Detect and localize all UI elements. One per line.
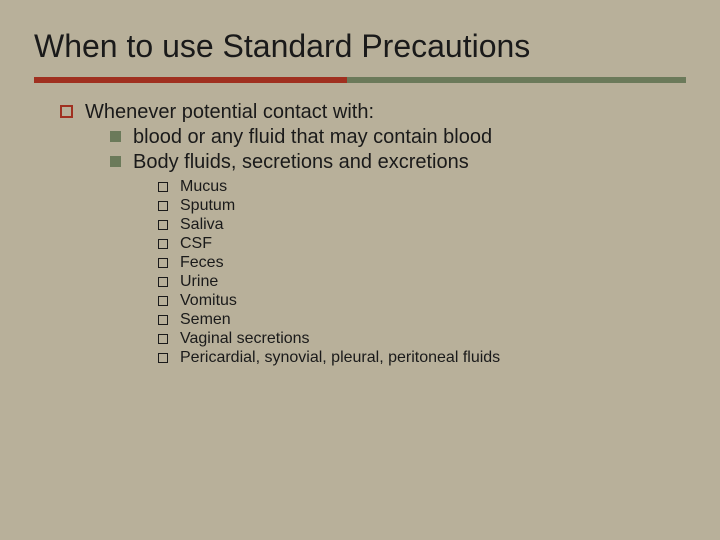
bullet-level-3: Pericardial, synovial, pleural, peritone… bbox=[158, 349, 660, 367]
underline-green-segment bbox=[347, 77, 686, 83]
level-2-list: blood or any fluid that may contain bloo… bbox=[60, 126, 660, 367]
bullet-text: blood or any fluid that may contain bloo… bbox=[133, 126, 492, 149]
bullet-level-3: Feces bbox=[158, 254, 660, 272]
hollow-square-icon bbox=[158, 220, 168, 230]
bullet-text: Sputum bbox=[180, 197, 235, 215]
hollow-square-icon bbox=[158, 334, 168, 344]
hollow-square-icon bbox=[158, 182, 168, 192]
title-underline bbox=[34, 77, 686, 83]
bullet-text: Urine bbox=[180, 273, 218, 291]
hollow-square-icon bbox=[158, 239, 168, 249]
bullet-text: Semen bbox=[180, 311, 231, 329]
bullet-level-3: Vaginal secretions bbox=[158, 330, 660, 348]
hollow-square-icon bbox=[158, 315, 168, 325]
hollow-square-icon bbox=[60, 105, 73, 118]
bullet-level-3: Vomitus bbox=[158, 292, 660, 310]
bullet-level-2: blood or any fluid that may contain bloo… bbox=[110, 126, 660, 149]
hollow-square-icon bbox=[158, 201, 168, 211]
bullet-level-3: Semen bbox=[158, 311, 660, 329]
bullet-level-1: Whenever potential contact with: bbox=[60, 101, 660, 124]
hollow-square-icon bbox=[158, 258, 168, 268]
filled-square-icon bbox=[110, 156, 121, 167]
bullet-text: Mucus bbox=[180, 178, 227, 196]
filled-square-icon bbox=[110, 131, 121, 142]
bullet-level-3: Urine bbox=[158, 273, 660, 291]
bullet-text: Saliva bbox=[180, 216, 224, 234]
hollow-square-icon bbox=[158, 277, 168, 287]
bullet-text: Pericardial, synovial, pleural, peritone… bbox=[180, 349, 500, 367]
hollow-square-icon bbox=[158, 296, 168, 306]
hollow-square-icon bbox=[158, 353, 168, 363]
bullet-level-3: CSF bbox=[158, 235, 660, 253]
slide-body: Whenever potential contact with: blood o… bbox=[0, 83, 720, 367]
bullet-text: Body fluids, secretions and excretions bbox=[133, 151, 469, 174]
bullet-level-3: Saliva bbox=[158, 216, 660, 234]
level-3-list: Mucus Sputum Saliva CSF Feces bbox=[110, 178, 660, 367]
bullet-level-3: Mucus bbox=[158, 178, 660, 196]
underline-red-segment bbox=[34, 77, 347, 83]
bullet-level-3: Sputum bbox=[158, 197, 660, 215]
bullet-text: Whenever potential contact with: bbox=[85, 101, 374, 124]
slide-title: When to use Standard Precautions bbox=[0, 0, 720, 73]
slide: When to use Standard Precautions Wheneve… bbox=[0, 0, 720, 540]
bullet-text: Vomitus bbox=[180, 292, 237, 310]
bullet-text: Vaginal secretions bbox=[180, 330, 310, 348]
bullet-text: Feces bbox=[180, 254, 224, 272]
bullet-text: CSF bbox=[180, 235, 212, 253]
bullet-level-2: Body fluids, secretions and excretions bbox=[110, 151, 660, 174]
